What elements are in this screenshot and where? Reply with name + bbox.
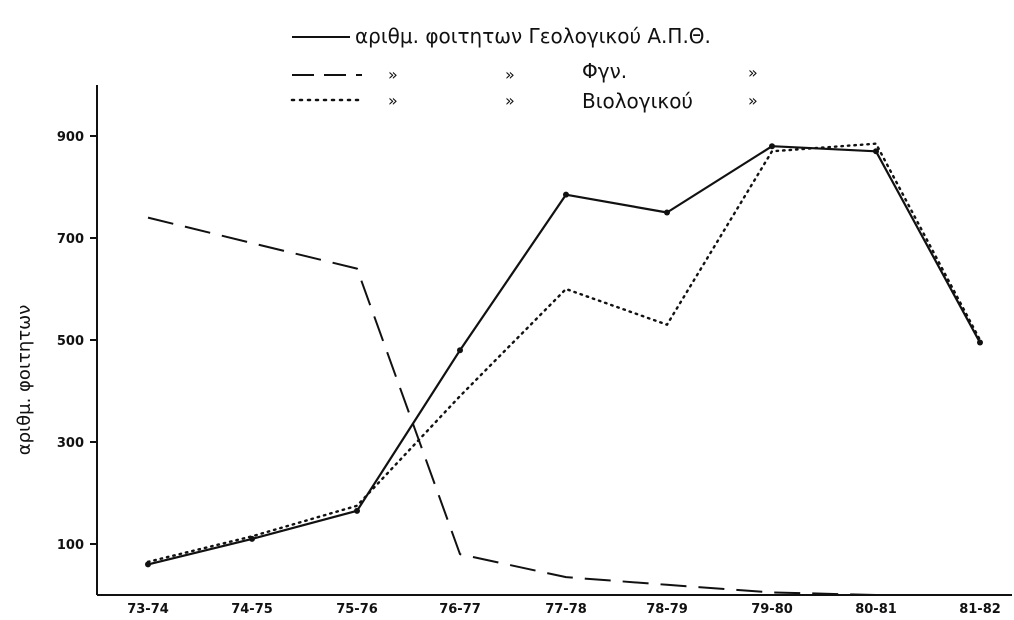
x-tick-label: 76-77: [439, 602, 481, 617]
series-line-solid: [147, 145, 981, 566]
x-tick-label: 81-82: [959, 602, 1001, 617]
legend-ditto-1a: »: [388, 65, 398, 84]
x-tick-label: 74-75: [231, 602, 273, 617]
y-tick-label: 300: [57, 436, 84, 451]
x-tick-label: 80-81: [855, 602, 897, 617]
legend-ditto-2a: »: [388, 91, 398, 110]
x-tick-label: 75-76: [336, 602, 378, 617]
y-tick-label: 700: [57, 232, 84, 247]
series-line-dashed: [147, 216, 877, 596]
y-tick-label: 500: [57, 334, 84, 349]
series-layer: [145, 142, 983, 596]
data-point: [563, 191, 569, 198]
x-tick-label: 79-80: [751, 602, 793, 617]
y-ticks: 100 300 500 700 900: [57, 130, 97, 553]
x-tick-label: 73-74: [127, 602, 169, 617]
legend-label-biology: Βιολογικού: [582, 89, 693, 113]
x-ticks: 73-74 74-75 75-76 76-77 77-78 78-79 79-80 80-81…: [127, 602, 1001, 617]
data-point: [457, 347, 463, 354]
legend: αριθμ. φοιτητων Γεολογικού Α.Π.Θ. » » Φγ…: [290, 24, 758, 113]
legend-ditto-1b: »: [505, 65, 515, 84]
data-point: [354, 507, 360, 514]
data-point: [873, 148, 879, 155]
x-tick-label: 77-78: [545, 602, 587, 617]
data-point: [769, 143, 775, 150]
series-line-dotted: [146, 142, 982, 564]
y-axis-title: αριθμ. φοιτητων: [14, 305, 35, 455]
data-point: [664, 209, 670, 216]
legend-ditto-2b: »: [505, 91, 515, 110]
legend-ditto-1c: »: [748, 63, 758, 82]
legend-label-physics: Φγν.: [582, 59, 627, 83]
data-point: [145, 561, 151, 568]
y-tick-label: 900: [57, 130, 84, 145]
x-tick-label: 78-79: [646, 602, 688, 617]
legend-label-geology: αριθμ. φοιτητων Γεολογικού Α.Π.Θ.: [355, 24, 711, 48]
data-point: [977, 339, 983, 346]
legend-ditto-2c: »: [748, 91, 758, 110]
y-tick-label: 100: [57, 538, 84, 553]
